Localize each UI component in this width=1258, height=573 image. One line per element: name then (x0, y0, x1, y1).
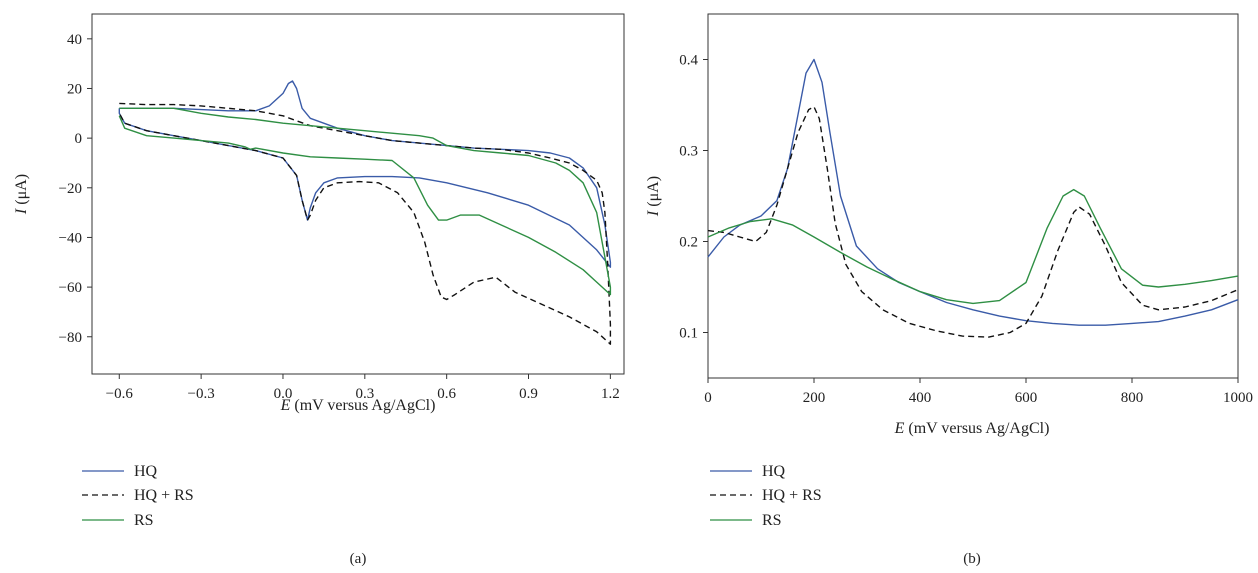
series-line-rs (707, 188, 1239, 305)
y-tick-label: 0.4 (679, 53, 698, 69)
y-tick-label: −80 (59, 330, 82, 346)
panel-a-y-axis-label: I (μA) (13, 174, 30, 215)
panel-b-plot-frame (707, 13, 1239, 379)
panel-b-x-axis-label: E (mV versus Ag/AgCl) (894, 420, 1050, 437)
x-tick-label: −0.3 (188, 386, 215, 402)
x-tick-label: 1000 (1223, 390, 1253, 406)
panel-a-legend: HQ HQ + RS RS (82, 463, 194, 529)
y-tick-label: −40 (59, 230, 82, 246)
y-tick-label: −20 (59, 181, 82, 197)
legend-b-label-hq-rs: HQ + RS (762, 487, 822, 504)
x-tick-label: 0.9 (519, 386, 538, 402)
x-tick-label: 1.2 (601, 386, 620, 402)
y-tick-label: 40 (67, 32, 82, 48)
x-tick-label: 0 (704, 390, 712, 406)
panel-a-y-ticks: 40 20 0 −20 −40 −60 −80 (59, 32, 92, 346)
panel-b-y-axis-label: I (μA) (645, 176, 662, 217)
panel-b: 0.4 0.3 0.2 0.1 0 200 400 600 800 1000 E (mV ver… (645, 13, 1253, 567)
x-tick-label: 800 (1121, 390, 1144, 406)
y-tick-label: 0.3 (679, 144, 698, 160)
series-line-hq (707, 58, 1239, 326)
legend-a-label-hq: HQ (134, 463, 158, 480)
y-tick-label: 20 (67, 81, 82, 97)
panel-a: 40 20 0 −20 −40 −60 −80 −0.6 −0.3 0.0 0.3 0.6 0.9 1.… (13, 13, 625, 567)
legend-b-label-rs: RS (762, 512, 782, 529)
x-tick-label: 0.3 (355, 386, 374, 402)
panel-a-label: (a) (350, 551, 367, 567)
legend-b-label-hq: HQ (762, 463, 786, 480)
x-tick-label: 0.6 (437, 386, 456, 402)
panel-b-label: (b) (963, 551, 981, 567)
y-tick-label: 0 (75, 131, 83, 147)
panel-b-legend: HQ HQ + RS RS (710, 463, 822, 529)
legend-a-label-hq-rs: HQ + RS (134, 487, 194, 504)
x-tick-label: 200 (803, 390, 826, 406)
panel-a-x-axis-label: E (mV versus Ag/AgCl) (280, 397, 436, 414)
series-line-hq (118, 80, 612, 268)
x-tick-label: 400 (909, 390, 932, 406)
y-tick-label: 0.2 (679, 235, 698, 251)
panel-b-series-lines (707, 58, 1239, 338)
y-tick-label: 0.1 (679, 326, 698, 342)
y-tick-label: −60 (59, 280, 82, 296)
panel-a-series-lines (118, 80, 612, 345)
legend-a-label-rs: RS (134, 512, 154, 529)
series-line-hq-rs (707, 106, 1239, 338)
series-line-hq-rs (118, 102, 612, 345)
panel-a-plot-frame (91, 13, 625, 375)
panel-b-x-ticks: 0 200 400 600 800 1000 (704, 378, 1253, 406)
series-line-rs (118, 107, 612, 296)
panel-b-y-ticks: 0.4 0.3 0.2 0.1 (679, 53, 708, 342)
x-tick-label: −0.6 (106, 386, 134, 402)
x-tick-label: 600 (1015, 390, 1038, 406)
x-tick-label: 0.0 (274, 386, 293, 402)
panel-a-x-ticks: −0.6 −0.3 0.0 0.3 0.6 0.9 1.2 (106, 374, 620, 402)
